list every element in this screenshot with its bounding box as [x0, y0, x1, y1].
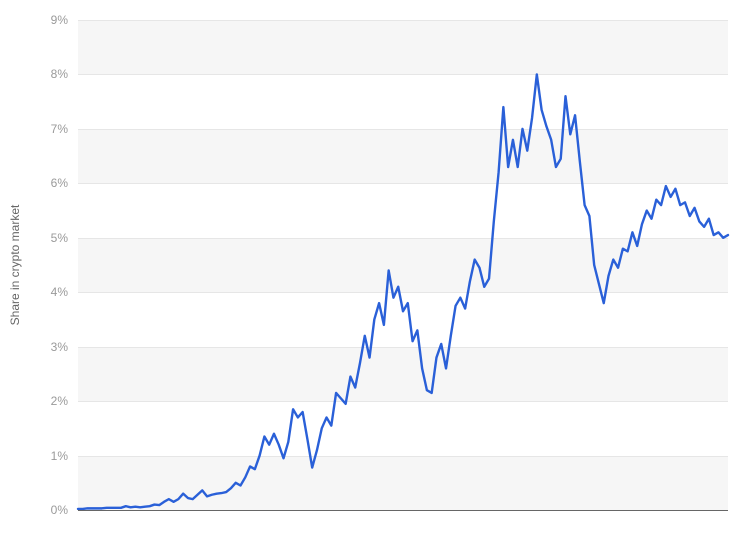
y-tick-label: 8%: [0, 67, 68, 81]
line-chart: Share in crypto market 0% 1% 2% 3% 4% 5% 6% 7% 8…: [0, 0, 754, 560]
x-axis-line: [78, 510, 728, 511]
y-axis-title: Share in crypto market: [8, 205, 22, 326]
y-tick-label: 6%: [0, 176, 68, 190]
y-tick-label: 1%: [0, 449, 68, 463]
y-tick-label: 4%: [0, 285, 68, 299]
y-tick-label: 5%: [0, 231, 68, 245]
y-tick-label: 0%: [0, 503, 68, 517]
y-tick-label: 2%: [0, 394, 68, 408]
y-tick-label: 7%: [0, 122, 68, 136]
y-tick-label: 9%: [0, 13, 68, 27]
chart-line-svg: [78, 20, 728, 510]
series-line: [78, 74, 728, 508]
plot-area: [78, 20, 728, 510]
y-tick-label: 3%: [0, 340, 68, 354]
